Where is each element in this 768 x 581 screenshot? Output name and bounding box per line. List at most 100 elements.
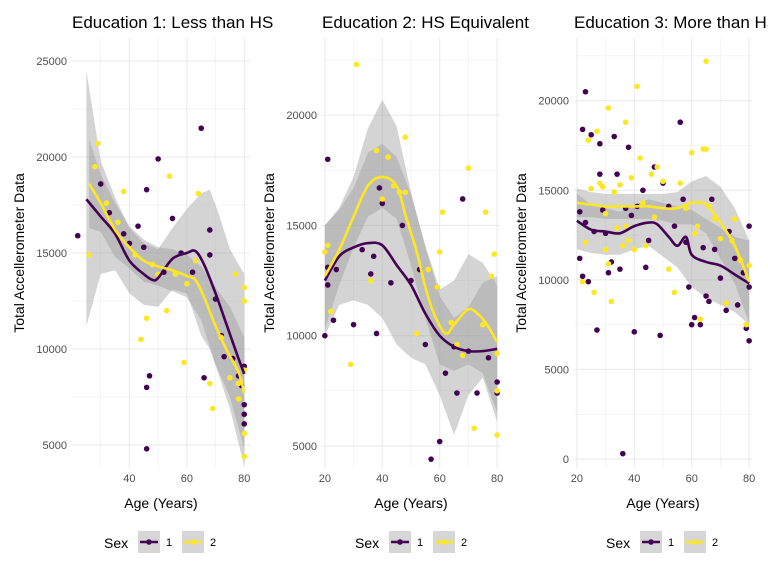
- data-point-sex-2: [368, 277, 374, 284]
- confidence-band-sex-1: [576, 193, 750, 325]
- y-axis-label: Total Accellerometer Data: [11, 173, 27, 333]
- data-point-sex-1: [709, 196, 715, 203]
- legend-title: Sex: [606, 535, 630, 551]
- data-point-sex-1: [370, 253, 377, 260]
- data-point-sex-2: [479, 321, 486, 328]
- data-point-sex-2: [232, 271, 239, 277]
- data-point-sex-1: [746, 284, 752, 290]
- legend-title: Sex: [355, 535, 379, 551]
- data-point-sex-1: [611, 133, 617, 140]
- smooth-line-sex-2: [88, 183, 246, 394]
- data-point-sex-2: [585, 137, 592, 143]
- legend-label: 1: [166, 537, 172, 549]
- legend: Sex 1 2: [355, 531, 467, 553]
- confidence-band-sex-2: [89, 139, 245, 449]
- x-tick-label: 60: [686, 473, 698, 485]
- data-point-sex-1: [620, 450, 626, 457]
- data-point-sex-1: [614, 171, 620, 177]
- data-point-sex-2: [235, 396, 242, 402]
- data-point-sex-1: [241, 401, 248, 408]
- data-point-sex-2: [642, 243, 649, 249]
- data-point-sex-1: [143, 446, 150, 452]
- data-point-sex-1: [691, 314, 698, 321]
- data-point-sex-1: [368, 271, 374, 277]
- x-tick-label: 80: [491, 473, 503, 485]
- data-point-sex-1: [221, 353, 227, 360]
- x-tick-label: 40: [376, 473, 388, 485]
- y-tick-label: 25000: [36, 56, 67, 68]
- data-point-sex-2: [688, 149, 695, 156]
- legend: Sex 1 2: [606, 531, 718, 553]
- data-point-sex-1: [711, 246, 718, 253]
- data-point-sex-2: [402, 134, 409, 141]
- y-tick-label: 15000: [36, 248, 67, 260]
- panel-title: Education 1: Less than HS: [72, 13, 273, 32]
- data-point-sex-2: [353, 61, 360, 68]
- data-point-sex-2: [605, 105, 612, 111]
- legend-label: 1: [668, 537, 674, 549]
- data-point-sex-1: [120, 231, 127, 237]
- data-point-sex-1: [474, 390, 480, 396]
- data-point-sex-2: [143, 315, 150, 322]
- data-point-sex-1: [106, 209, 113, 216]
- data-point-sex-1: [241, 411, 248, 418]
- data-point-sex-2: [746, 262, 752, 269]
- y-tick-label: 20000: [538, 96, 569, 108]
- data-point-sex-1: [376, 185, 383, 191]
- x-tick-label: 80: [238, 473, 250, 485]
- data-point-sex-1: [135, 223, 141, 229]
- data-point-sex-2: [402, 189, 409, 196]
- y-tick-label: 20000: [36, 152, 67, 164]
- data-point-sex-1: [198, 125, 204, 132]
- data-point-sex-2: [448, 319, 454, 326]
- data-point-sex-1: [330, 317, 337, 324]
- data-point-sex-1: [388, 279, 394, 286]
- x-axis-label: Age (Years): [374, 495, 447, 511]
- data-point-sex-1: [350, 321, 357, 328]
- data-point-sex-2: [488, 273, 495, 279]
- data-point-sex-1: [422, 341, 429, 348]
- data-point-sex-2: [494, 350, 500, 357]
- legend-title: Sex: [104, 535, 128, 551]
- data-point-sex-2: [628, 174, 635, 181]
- data-point-sex-2: [691, 230, 698, 237]
- data-point-sex-1: [143, 186, 150, 193]
- x-tick-label: 80: [743, 473, 755, 485]
- data-point-sex-2: [379, 196, 386, 202]
- data-point-sex-2: [471, 425, 477, 432]
- panel-data: [322, 61, 500, 462]
- data-point-sex-2: [454, 341, 460, 348]
- data-point-sex-2: [425, 266, 432, 273]
- data-point-sex-2: [599, 183, 606, 190]
- data-point-sex-1: [594, 327, 600, 333]
- data-point-sex-2: [602, 210, 609, 217]
- panel-data: [576, 58, 752, 457]
- data-point-sex-1: [579, 126, 586, 133]
- data-point-sex-2: [207, 380, 213, 387]
- y-tick-label: 15000: [286, 220, 317, 232]
- data-point-sex-2: [677, 180, 684, 186]
- data-point-sex-1: [645, 237, 652, 244]
- data-point-sex-1: [631, 329, 638, 335]
- data-point-sex-1: [359, 246, 365, 253]
- data-point-sex-2: [439, 209, 446, 216]
- legend-key-point: [397, 539, 403, 545]
- data-point-sex-2: [103, 200, 110, 206]
- data-point-sex-2: [434, 284, 440, 290]
- data-point-sex-2: [637, 155, 643, 161]
- data-point-sex-2: [120, 188, 127, 195]
- data-point-sex-2: [594, 128, 600, 134]
- data-point-sex-2: [347, 361, 354, 368]
- data-point-sex-2: [95, 140, 101, 147]
- data-point-sex-2: [322, 249, 328, 255]
- data-point-sex-1: [322, 332, 328, 339]
- data-point-sex-2: [86, 252, 93, 258]
- data-point-sex-1: [628, 212, 635, 219]
- data-point-sex-2: [634, 83, 640, 90]
- data-point-sex-1: [700, 244, 706, 251]
- data-point-sex-2: [241, 430, 248, 437]
- data-point-sex-1: [605, 269, 612, 276]
- data-point-sex-1: [428, 456, 434, 462]
- data-point-sex-1: [324, 282, 331, 288]
